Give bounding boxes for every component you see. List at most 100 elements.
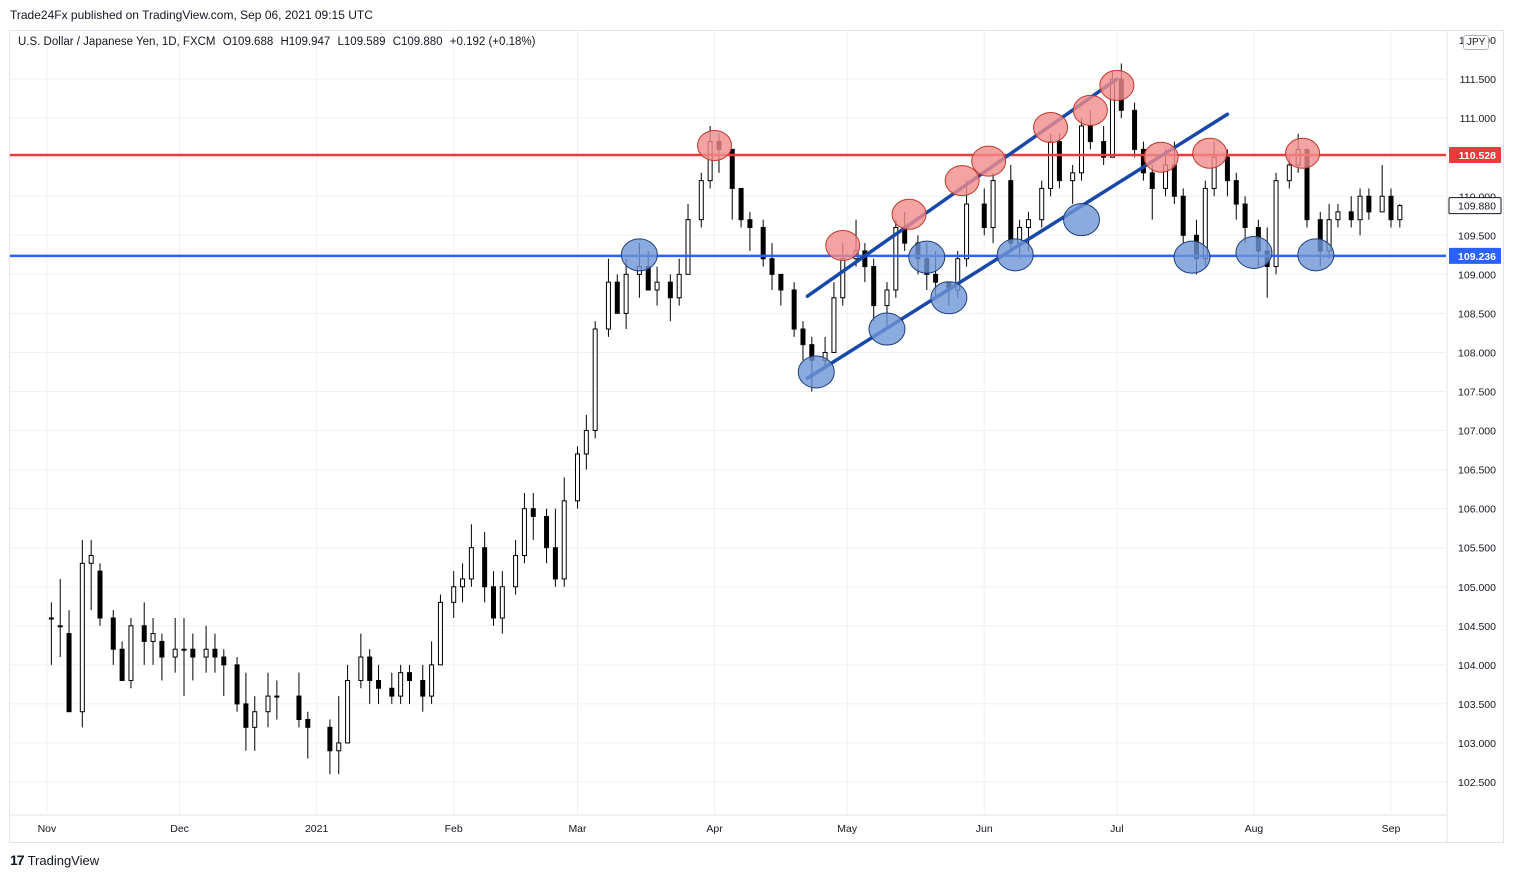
candle	[243, 672, 249, 751]
candle	[778, 273, 784, 306]
candle	[1224, 149, 1230, 197]
legend-low: L109.589	[337, 36, 386, 48]
candle	[482, 532, 488, 603]
candle	[676, 258, 682, 306]
candle	[345, 664, 351, 744]
y-tick-label: 103.500	[1458, 699, 1496, 711]
candle	[358, 633, 364, 689]
candle	[79, 539, 85, 728]
candle	[685, 204, 691, 275]
resistance-touch-marker[interactable]	[944, 165, 980, 197]
chart-frame	[9, 30, 1504, 843]
x-tick-label: Jul	[1110, 823, 1123, 835]
support-price-tag: 109.236	[1449, 247, 1501, 264]
legend-high: H109.947	[280, 36, 331, 48]
x-tick-label: Apr	[706, 823, 723, 835]
candle	[420, 664, 426, 712]
y-tick-label: 105.000	[1458, 582, 1496, 594]
last-price-tag: 109.880	[1448, 197, 1502, 215]
support-touch-marker[interactable]	[868, 312, 906, 346]
candle	[406, 664, 412, 704]
candle	[429, 641, 435, 704]
y-tick-label: 104.000	[1458, 660, 1496, 672]
grid-lines	[10, 31, 1446, 814]
candle	[159, 633, 165, 681]
resistance-touch-marker[interactable]	[891, 198, 927, 230]
x-tick-label: 2021	[305, 823, 329, 835]
support-touch-marker[interactable]	[620, 238, 658, 272]
support-touch-marker[interactable]	[996, 238, 1034, 272]
currency-badge[interactable]: JPY	[1463, 35, 1490, 50]
candle	[389, 672, 395, 704]
y-tick-label: 111.000	[1460, 113, 1497, 125]
svg-text:109.880: 109.880	[1458, 201, 1496, 213]
x-tick-label: Feb	[445, 823, 463, 835]
candle	[747, 211, 753, 251]
candle	[791, 282, 797, 337]
legend-symbol: U.S. Dollar / Japanese Yen, 1D, FXCM	[18, 36, 216, 48]
candle	[499, 571, 505, 634]
candle	[738, 187, 744, 228]
candle	[583, 414, 589, 470]
resistance-touch-marker[interactable]	[1033, 112, 1069, 144]
candle	[1056, 133, 1062, 189]
support-touch-marker[interactable]	[1063, 203, 1101, 237]
candle	[1008, 165, 1014, 251]
resistance-touch-marker[interactable]	[1072, 94, 1108, 126]
resistance-touch-marker[interactable]	[971, 145, 1007, 177]
y-tick-label: 105.500	[1458, 543, 1496, 555]
candles-layer	[48, 63, 1403, 775]
resistance-touch-marker[interactable]	[1099, 69, 1135, 101]
candle	[468, 524, 474, 587]
y-tick-label: 104.500	[1458, 621, 1496, 633]
candle	[1039, 180, 1045, 228]
candle	[831, 282, 837, 353]
candle	[1101, 125, 1107, 166]
candle	[305, 711, 311, 759]
candle	[367, 649, 373, 704]
svg-text:110.528: 110.528	[1459, 150, 1497, 162]
y-tick-label: 107.500	[1458, 387, 1496, 399]
time-axis[interactable]: Nov Dec 2021 Feb Mar Apr May Jun Jul Aug Sep	[38, 823, 1401, 835]
candle	[1149, 165, 1155, 220]
footer-brand[interactable]: 17 TradingView	[10, 852, 99, 868]
footer-brand-text: TradingView	[27, 852, 100, 868]
y-tick-label: 106.000	[1458, 504, 1496, 516]
y-tick-label: 108.000	[1458, 347, 1496, 359]
resistance-touch-marker[interactable]	[1143, 141, 1179, 173]
candle	[172, 617, 178, 673]
resistance-touch-marker[interactable]	[697, 129, 733, 161]
candle	[1379, 165, 1385, 213]
x-tick-label: Aug	[1245, 823, 1264, 835]
candle	[1048, 133, 1054, 197]
y-tick-label: 111.500	[1460, 74, 1497, 86]
candle	[1348, 196, 1354, 228]
resistance-touch-marker[interactable]	[825, 229, 861, 261]
support-touch-marker[interactable]	[1235, 235, 1273, 269]
candle	[1357, 188, 1363, 236]
candle	[521, 493, 527, 564]
support-touch-marker[interactable]	[908, 240, 946, 274]
support-touch-marker[interactable]	[930, 281, 968, 315]
candle	[150, 617, 156, 665]
candle	[654, 266, 660, 306]
tradingview-logo-icon: 17	[10, 852, 25, 868]
candle	[221, 649, 227, 697]
support-touch-marker[interactable]	[797, 355, 835, 389]
y-tick-label: 109.500	[1458, 230, 1496, 242]
candle	[862, 243, 868, 283]
support-touch-marker[interactable]	[1297, 238, 1335, 272]
candle	[451, 571, 457, 618]
candle	[203, 625, 209, 673]
resistance-touch-marker[interactable]	[1285, 137, 1321, 169]
candle	[552, 508, 558, 587]
candle	[437, 594, 443, 666]
support-touch-marker[interactable]	[1173, 240, 1211, 274]
x-tick-label: Dec	[170, 823, 189, 835]
candle	[490, 571, 496, 626]
candle	[513, 539, 519, 595]
resistance-touch-marker[interactable]	[1192, 137, 1228, 169]
candle	[327, 719, 333, 775]
y-tick-label: 108.500	[1458, 308, 1496, 320]
